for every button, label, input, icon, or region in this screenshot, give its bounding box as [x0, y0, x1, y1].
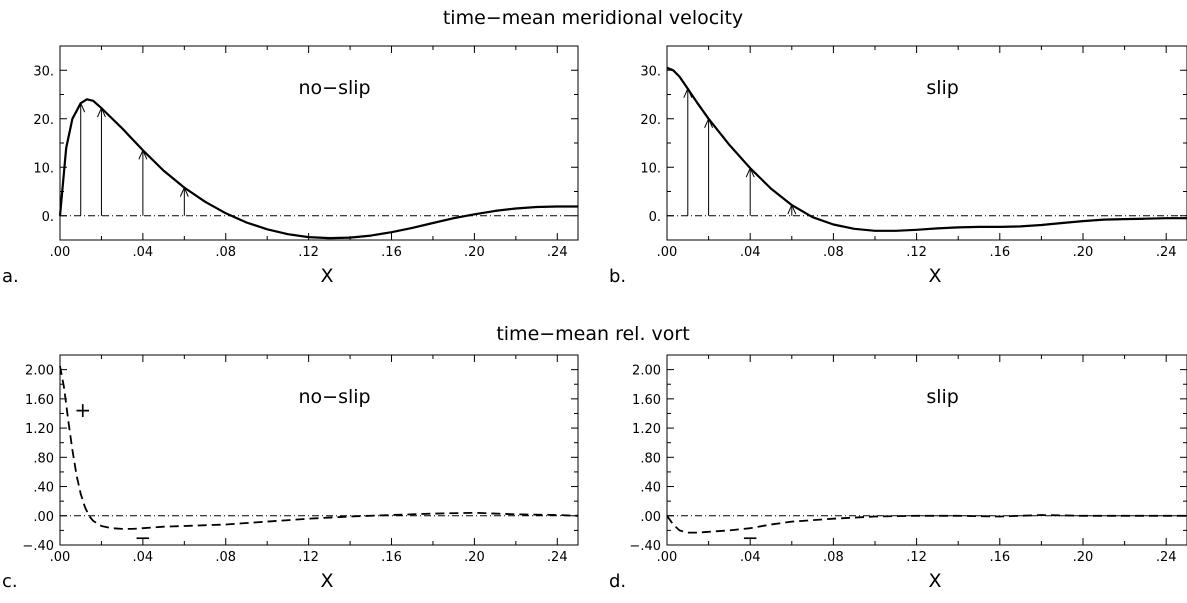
x-tick-label: .16 [381, 245, 402, 260]
y-tick-label: 1.20 [25, 422, 54, 437]
x-tick-label: .20 [464, 245, 485, 260]
velocity-arrow-head [704, 117, 714, 128]
velocity-arrow-head [787, 203, 797, 215]
velocity-arrow-head [745, 166, 755, 178]
x-tick-label: .08 [215, 245, 236, 260]
x-tick-label: .00 [657, 550, 678, 565]
x-tick-label: .08 [823, 245, 844, 260]
x-tick-label: .08 [823, 550, 844, 565]
panel-title: slip [926, 77, 959, 99]
x-axis-label: X [928, 570, 941, 592]
x-tick-label: .16 [989, 550, 1010, 565]
y-tick-label: −.40 [22, 539, 54, 554]
x-tick-label: .04 [133, 550, 154, 565]
y-tick-label: 2.00 [25, 364, 54, 379]
x-tick-label: .20 [464, 550, 485, 565]
plot-frame [59, 354, 579, 546]
x-tick-label: .12 [298, 550, 319, 565]
sign-annotation: − [742, 526, 759, 550]
x-axis-label: X [320, 265, 333, 287]
bottom-row-title: time−mean rel. vort [496, 323, 689, 345]
y-tick-label: 30. [640, 64, 661, 79]
x-tick-label: .12 [298, 245, 319, 260]
y-tick-label: −.40 [629, 539, 661, 554]
y-tick-label: .00 [640, 510, 661, 525]
series-line [59, 365, 579, 530]
top-row-title: time−mean meridional velocity [443, 7, 743, 29]
panel-title: no−slip [298, 77, 370, 99]
x-tick-label: .20 [1073, 245, 1094, 260]
x-tick-label: .24 [547, 245, 568, 260]
x-tick-label: .24 [547, 550, 568, 565]
panel-a: .00 .04 .08 .12 .16 .20 .24 0. 10. 20. 30. Xa. no−sl… [2, 45, 579, 287]
velocity-arrow-head [96, 106, 106, 118]
series-line [666, 66, 1187, 232]
x-tick-label: .24 [1156, 245, 1177, 260]
y-tick-label: 10. [640, 161, 661, 176]
x-tick-label: .12 [906, 550, 927, 565]
x-axis-label: X [928, 265, 941, 287]
y-tick-label: .80 [33, 451, 54, 466]
sign-annotation: − [134, 526, 151, 550]
y-tick-label: 1.60 [632, 393, 661, 408]
velocity-arrow-head [179, 186, 189, 197]
panel-c: .00.04.08.12.16.20.24−.40.00.40.801.201.… [2, 354, 579, 592]
panel-letter: c. [2, 571, 18, 592]
x-tick-label: .16 [381, 550, 402, 565]
x-tick-label: .04 [740, 550, 761, 565]
y-tick-label: 1.60 [25, 393, 54, 408]
panel-d: .00.04.08.12.16.20.24−.40.00.40.801.201.… [609, 354, 1187, 592]
y-tick-label: 10. [33, 161, 54, 176]
velocity-arrow-head [138, 149, 148, 160]
panel-letter: a. [2, 266, 19, 287]
panel-title: slip [926, 386, 959, 408]
y-tick-label: .40 [33, 481, 54, 496]
y-tick-label: 20. [640, 113, 661, 128]
x-tick-label: .20 [1073, 550, 1094, 565]
y-tick-label: 0. [42, 210, 54, 225]
series-line [666, 514, 1187, 534]
plot-frame [666, 45, 1187, 241]
y-tick-label: 2.00 [632, 364, 661, 379]
x-tick-label: .08 [215, 550, 236, 565]
x-tick-label: .12 [906, 245, 927, 260]
y-tick-label: .40 [640, 481, 661, 496]
y-tick-label: 1.20 [632, 422, 661, 437]
series-line [58, 98, 578, 240]
x-tick-label: .04 [740, 245, 761, 260]
panel-b: .00 .04 .08 .12 .16 .20 .24 0. 10. 20. 30. Xb. slip [609, 45, 1187, 287]
panel-letter: d. [609, 571, 626, 592]
y-tick-label: 30. [33, 64, 54, 79]
y-tick-label: .80 [640, 451, 661, 466]
y-tick-label: .00 [33, 510, 54, 525]
x-tick-label: .00 [657, 245, 678, 260]
velocity-arrow-head [76, 101, 86, 113]
panel-letter: b. [609, 266, 626, 287]
y-tick-label: 20. [33, 113, 54, 128]
plot-frame [666, 354, 1187, 546]
y-tick-label: 0. [649, 210, 661, 225]
sign-annotation: + [74, 398, 91, 422]
x-tick-label: .00 [50, 245, 71, 260]
x-tick-label: .00 [50, 550, 71, 565]
x-axis-label: X [320, 570, 333, 592]
x-tick-label: .24 [1156, 550, 1177, 565]
x-tick-label: .04 [133, 245, 154, 260]
velocity-arrow-head [683, 87, 693, 98]
panel-title: no−slip [298, 386, 370, 408]
x-tick-label: .16 [989, 245, 1010, 260]
